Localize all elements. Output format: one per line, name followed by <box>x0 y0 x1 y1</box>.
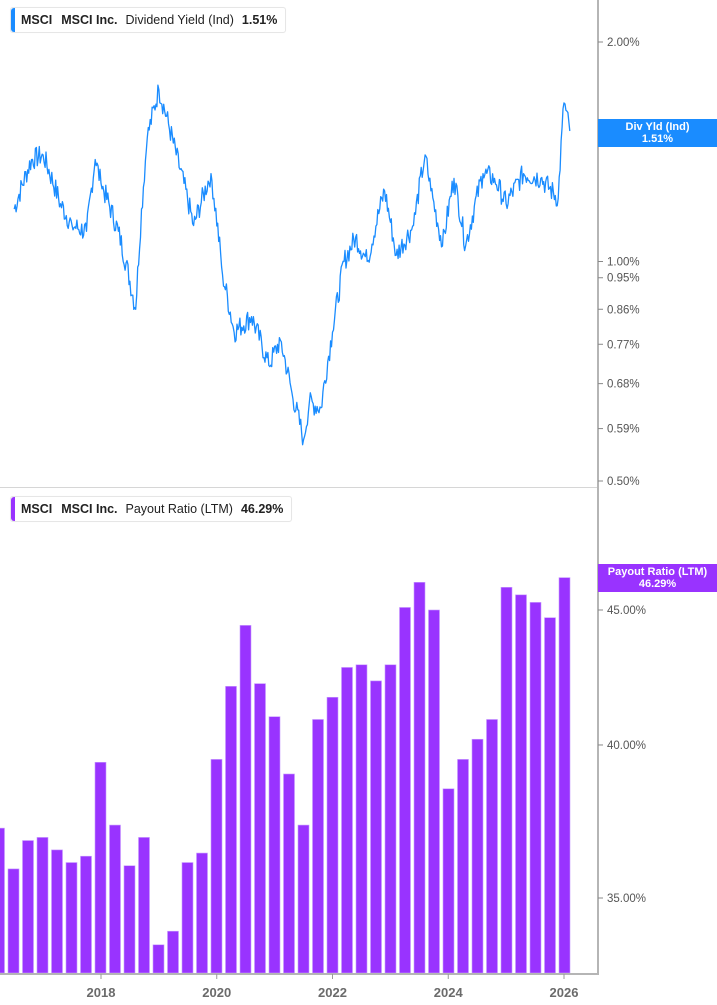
payout-bar[interactable] <box>0 827 5 974</box>
y-tick-label: 0.77% <box>607 339 640 351</box>
payout-bar[interactable] <box>326 696 339 974</box>
payout-bar[interactable] <box>268 716 281 974</box>
payout-bar[interactable] <box>558 577 571 974</box>
payout-bar[interactable] <box>181 862 194 974</box>
legend-swatch <box>11 497 15 521</box>
y-tick-label: 45.00% <box>607 605 646 617</box>
flag-label: Div Yld (Ind) <box>625 121 690 133</box>
payout-bar[interactable] <box>152 944 165 974</box>
y-tick-label: 40.00% <box>607 740 646 752</box>
x-tick-label: 2026 <box>550 985 579 1000</box>
payout-ratio-value-flag: Payout Ratio (LTM) 46.29% <box>598 564 717 592</box>
x-tick-label: 2020 <box>202 985 231 1000</box>
payout-bar[interactable] <box>442 788 455 974</box>
payout-bar[interactable] <box>297 824 310 974</box>
legend-metric: Dividend Yield (Ind) <box>125 13 234 27</box>
payout-bar[interactable] <box>51 849 63 974</box>
payout-bar[interactable] <box>312 719 324 974</box>
payout-bar[interactable] <box>36 837 49 974</box>
payout-ratio-legend[interactable]: MSCI MSCI Inc. Payout Ratio (LTM) 46.29% <box>10 496 293 522</box>
dividend-yield-series <box>13 84 571 446</box>
payout-ratio-bar-chart: 45.00% 40.00% 35.00% 2018 2020 2022 2024 2026 <box>0 487 646 1000</box>
x-tick-label: 2022 <box>318 985 347 1000</box>
payout-bar[interactable] <box>167 930 179 974</box>
x-tick-label: 2018 <box>87 985 116 1000</box>
payout-bar[interactable] <box>80 855 92 974</box>
legend-ticker: MSCI <box>21 502 53 516</box>
payout-bar[interactable] <box>529 602 542 974</box>
legend-value: 46.29% <box>240 502 284 516</box>
payout-bar[interactable] <box>254 683 266 974</box>
payout-bar[interactable] <box>399 607 411 974</box>
flag-value: 1.51% <box>641 133 674 145</box>
payout-bar[interactable] <box>138 837 150 974</box>
payout-bar[interactable] <box>355 664 368 974</box>
y-tick-label: 35.00% <box>607 893 646 905</box>
x-axis-ticks: 2018 2020 2022 2024 2026 <box>87 974 579 1000</box>
dividend-yield-legend[interactable]: MSCI MSCI Inc. Dividend Yield (Ind) 1.51… <box>10 7 287 33</box>
panel-divider <box>0 487 598 488</box>
payout-bar[interactable] <box>413 582 426 974</box>
payout-bar[interactable] <box>457 759 469 974</box>
payout-bar[interactable] <box>65 862 78 974</box>
payout-bar[interactable] <box>109 824 121 974</box>
flag-label: Payout Ratio (LTM) <box>607 566 708 578</box>
legend-company: MSCI Inc. <box>61 502 118 516</box>
flag-value: 46.29% <box>638 578 677 590</box>
y-axis-ticks: 2.00% 1.00% 0.95% 0.86% 0.77% 0.68% 0.59% 0.50% <box>598 37 640 487</box>
payout-bar[interactable] <box>486 719 498 974</box>
y-tick-label: 0.50% <box>607 476 640 487</box>
payout-bar[interactable] <box>283 773 295 974</box>
dividend-yield-panel: 2.00% 1.00% 0.95% 0.86% 0.77% 0.68% 0.59% 0.50%… <box>0 0 717 487</box>
payout-bar[interactable] <box>225 686 237 974</box>
legend-swatch <box>11 8 15 32</box>
x-tick-label: 2024 <box>434 985 464 1000</box>
payout-bar[interactable] <box>471 738 484 974</box>
payout-bar[interactable] <box>544 617 556 974</box>
payout-ratio-panel: 45.00% 40.00% 35.00% 2018 2020 2022 2024 2026 … <box>0 487 717 1005</box>
dividend-yield-line-chart: 2.00% 1.00% 0.95% 0.86% 0.77% 0.68% 0.59% 0.50% <box>13 0 640 487</box>
legend-company: MSCI Inc. <box>61 13 118 27</box>
legend-metric: Payout Ratio (LTM) <box>125 502 233 516</box>
y-axis-ticks: 45.00% 40.00% 35.00% <box>598 605 646 905</box>
y-tick-label: 1.00% <box>607 257 640 269</box>
payout-bar[interactable] <box>7 868 20 974</box>
y-tick-label: 0.68% <box>607 379 640 391</box>
y-tick-label: 0.86% <box>607 304 640 316</box>
payout-bar[interactable] <box>384 664 397 974</box>
dividend-yield-value-flag: Div Yld (Ind) 1.51% <box>598 119 717 147</box>
payout-bar[interactable] <box>94 761 107 974</box>
payout-bar[interactable] <box>196 852 208 974</box>
payout-bar[interactable] <box>341 667 353 974</box>
payout-bar[interactable] <box>123 865 136 974</box>
legend-value: 1.51% <box>241 13 278 27</box>
legend-ticker: MSCI <box>21 13 53 27</box>
payout-bar[interactable] <box>370 680 382 974</box>
y-tick-label: 2.00% <box>607 37 640 49</box>
payout-bar[interactable] <box>239 625 252 974</box>
y-tick-label: 0.95% <box>607 273 640 285</box>
payout-bar[interactable] <box>500 587 513 974</box>
payout-bar[interactable] <box>210 759 223 974</box>
payout-ratio-bars <box>0 577 571 974</box>
payout-bar[interactable] <box>22 840 34 974</box>
y-tick-label: 0.59% <box>607 424 640 436</box>
payout-bar[interactable] <box>428 609 440 974</box>
payout-bar[interactable] <box>515 594 527 974</box>
